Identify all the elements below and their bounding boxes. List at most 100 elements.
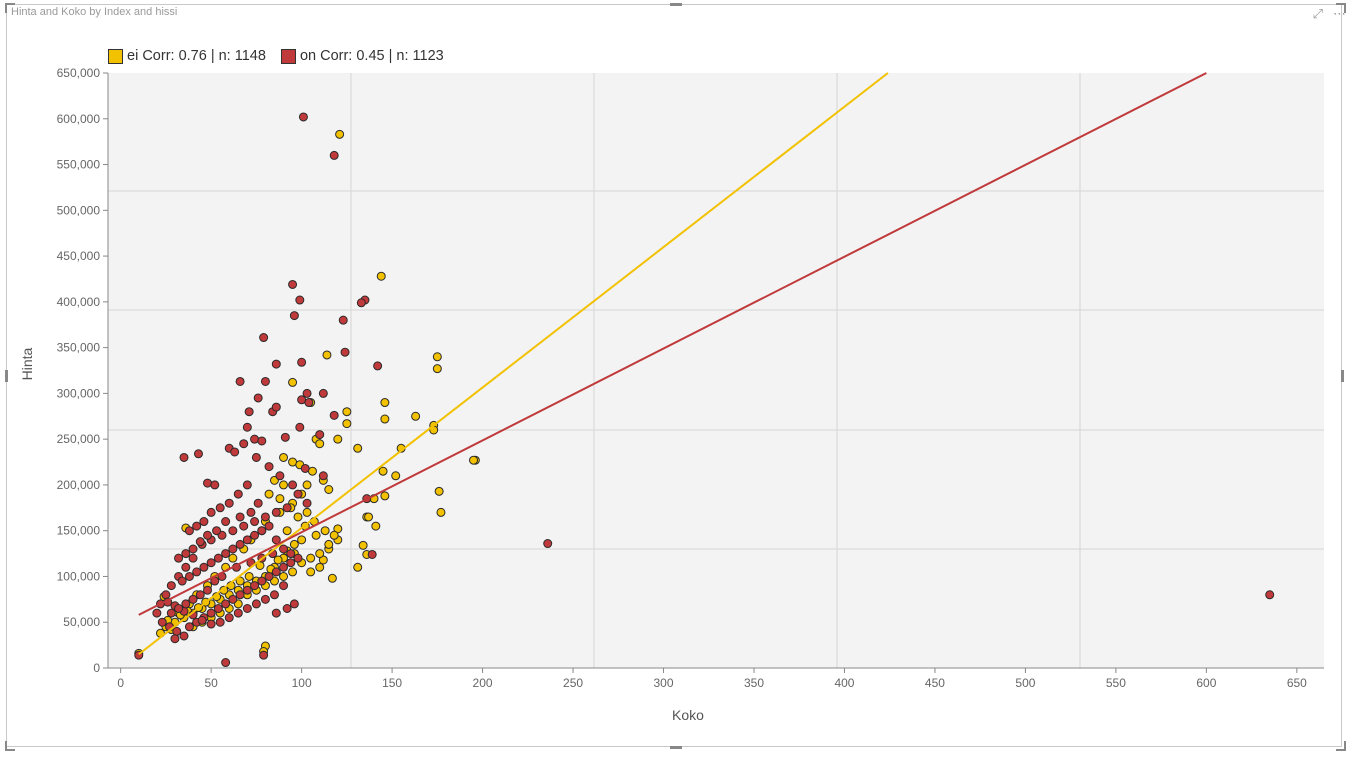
data-point-on [302, 498, 312, 508]
data-point-on [235, 512, 245, 522]
data-point-ei [311, 530, 321, 540]
data-point-ei [434, 486, 444, 496]
x-tick-label: 450 [925, 676, 945, 690]
data-point-on [242, 480, 252, 490]
data-point-ei [302, 507, 312, 517]
data-point-ei [315, 549, 325, 559]
data-point-on [179, 631, 189, 641]
data-point-ei [288, 377, 298, 387]
data-point-on [279, 581, 289, 591]
data-point-ei [432, 364, 442, 374]
resize-handle-top[interactable] [670, 3, 682, 6]
data-point-ei [228, 553, 238, 563]
data-point-on [282, 503, 292, 513]
data-point-on [257, 576, 267, 586]
legend-series-stats: Corr: 0.76 | n: 1148 [142, 48, 266, 64]
data-point-on [242, 585, 252, 595]
data-point-on [199, 562, 209, 572]
data-point-ei [279, 480, 289, 490]
data-point-on [293, 489, 303, 499]
data-point-on [271, 567, 281, 577]
data-point-on [271, 402, 281, 412]
resize-corner-bottom-left[interactable] [5, 741, 15, 751]
data-point-on [221, 549, 231, 559]
data-point-on [300, 463, 310, 473]
data-point-ei [306, 553, 316, 563]
resize-corner-bottom-right[interactable] [1336, 741, 1346, 751]
data-point-on [188, 544, 198, 554]
plot-area [108, 73, 1324, 668]
y-tick-label: 200,000 [57, 478, 101, 492]
resize-handle-bottom[interactable] [670, 746, 682, 749]
data-point-on [264, 462, 274, 472]
data-point-ei [282, 526, 292, 536]
data-point-on [152, 608, 162, 618]
data-point-on [184, 571, 194, 581]
data-point-ei [315, 562, 325, 572]
data-point-ei [302, 480, 312, 490]
legend-item-ei[interactable]: ei Corr: 0.76 | n: 1148 [108, 48, 266, 64]
data-point-on [367, 549, 377, 559]
data-point-on [315, 430, 325, 440]
y-tick-label: 400,000 [57, 295, 101, 309]
legend-item-on[interactable]: on Corr: 0.45 | n: 1123 [280, 48, 444, 64]
y-tick-label: 150,000 [57, 524, 101, 538]
y-tick-label: 100,000 [57, 569, 101, 583]
focus-mode-icon[interactable]: ⤢ [1312, 6, 1323, 21]
data-point-on [224, 613, 234, 623]
data-point-ei [380, 491, 390, 501]
x-tick-label: 50 [204, 676, 218, 690]
data-point-on [203, 530, 213, 540]
data-point-ei [329, 530, 339, 540]
data-point-on [215, 617, 225, 627]
legend-series-name: on [299, 48, 317, 64]
data-point-on [235, 590, 245, 600]
x-tick-label: 0 [117, 676, 124, 690]
visual-header-icons: ⤢ ⋯ [1313, 6, 1346, 22]
data-point-ei [327, 573, 337, 583]
trend-line-ei [138, 72, 889, 656]
data-point-on [269, 590, 279, 600]
data-point-on [181, 562, 191, 572]
data-point-on [271, 608, 281, 618]
data-point-on [228, 526, 238, 536]
data-point-on [215, 503, 225, 513]
data-point-on [213, 604, 223, 613]
data-point-on [260, 376, 270, 386]
data-point-ei [380, 414, 390, 424]
data-point-on [253, 498, 263, 508]
data-point-ei [315, 439, 325, 449]
x-tick-label: 400 [834, 676, 854, 690]
data-point-ei [306, 567, 316, 577]
data-point-ei [322, 350, 332, 360]
data-point-ei [279, 571, 289, 581]
data-point-on [279, 544, 289, 554]
data-point-on [242, 604, 252, 613]
data-point-ei [335, 129, 345, 139]
data-point-on [373, 361, 383, 371]
data-point-ei [411, 411, 421, 421]
trend-line-on [138, 72, 1207, 616]
data-point-on [271, 507, 281, 517]
data-point-ei [275, 494, 285, 504]
data-point-on [250, 530, 260, 540]
resize-handle-right[interactable] [1341, 370, 1344, 382]
data-point-on [235, 539, 245, 549]
more-options-icon[interactable]: ⋯ [1333, 6, 1346, 21]
data-point-ei [391, 471, 401, 481]
resize-corner-top-right[interactable] [1336, 3, 1346, 13]
data-point-on [271, 535, 281, 545]
data-point-on [260, 594, 270, 604]
data-point-on [259, 333, 269, 343]
resize-corner-top-left[interactable] [5, 3, 15, 13]
y-tick-label: 650,000 [57, 66, 101, 80]
data-point-on [293, 553, 303, 563]
data-point-on [195, 590, 205, 600]
data-point-on [188, 553, 198, 563]
data-point-on [264, 521, 274, 531]
data-point-ei [333, 434, 343, 444]
y-tick-label: 0 [93, 661, 100, 675]
data-point-on [235, 376, 245, 386]
data-point-on [253, 393, 263, 403]
resize-handle-left[interactable] [5, 370, 8, 382]
